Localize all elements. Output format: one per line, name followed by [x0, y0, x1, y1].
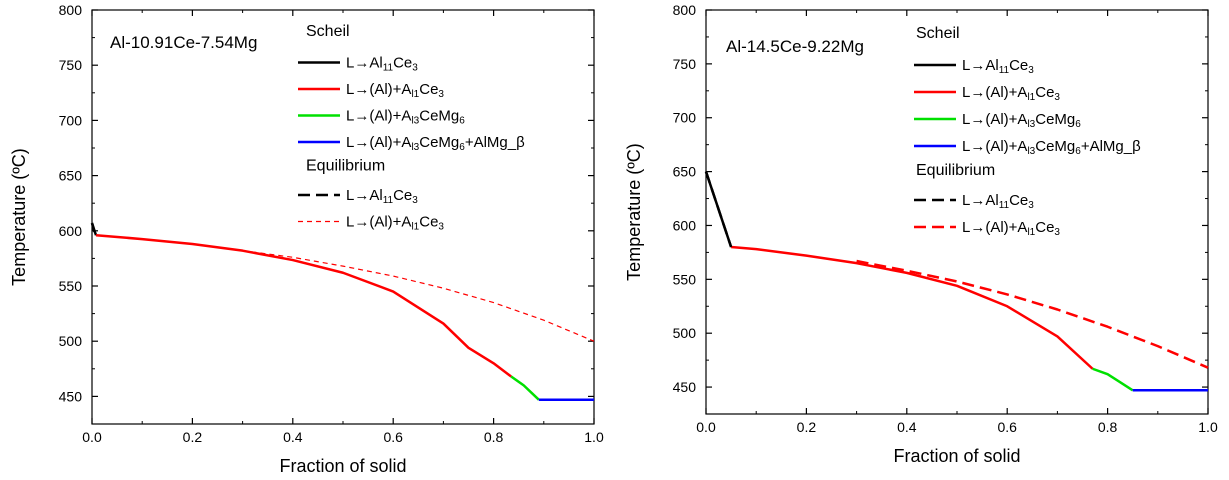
y-tick-label: 650: [59, 168, 83, 184]
x-tick-label: 0.0: [696, 419, 716, 435]
legend-label: L→(Al)+Al3CeMg6: [346, 108, 465, 127]
x-axis-title: Fraction of solid: [279, 456, 406, 476]
x-tick-label: 0.0: [82, 429, 102, 445]
y-tick-label: 550: [59, 278, 83, 294]
y-tick-label: 450: [673, 379, 697, 395]
series-line-equilibrium-5: [856, 259, 1209, 369]
x-tick-label: 0.8: [484, 429, 504, 445]
y-tick-label: 600: [673, 217, 697, 233]
y-tick-label: 650: [673, 164, 697, 180]
y-tick-label: 600: [59, 223, 83, 239]
legend-heading-scheil: Scheil: [306, 23, 350, 40]
legend-label: L→Al11Ce3: [346, 55, 418, 74]
left-chart-panel: 0.0 0.2 0.4 0.6 0.8 1.0 450 500 550 600 650 700 750 8…: [9, 2, 604, 476]
legend-heading-scheil: Scheil: [916, 25, 960, 42]
alloy-label: Al-10.91Ce-7.54Mg: [110, 33, 257, 52]
x-tick-label: 0.8: [1098, 419, 1118, 435]
y-tick-label: 750: [59, 57, 83, 73]
plot-frame: [705, 9, 1209, 415]
y-tick-label: 750: [673, 56, 697, 72]
x-tick-label: 0.2: [797, 419, 817, 435]
legend-heading-equilibrium: Equilibrium: [916, 162, 995, 179]
alloy-label: Al-14.5Ce-9.22Mg: [726, 37, 864, 56]
series-line-scheil-2: [510, 375, 540, 401]
legend-label: L→(Al)+Al1Ce3: [346, 214, 444, 233]
legend-label: L→Al11Ce3: [962, 192, 1034, 211]
y-axis-title: Temperature (ºC): [624, 143, 644, 281]
legend-label: L→(Al)+Al1Ce3: [962, 84, 1060, 103]
legend: ScheilL→Al11Ce3L→(Al)+Al1Ce3L→(Al)+Al3Ce…: [914, 25, 1141, 238]
plot-frame: [91, 9, 595, 425]
series-line-equilibrium-4: [704, 171, 733, 248]
x-tick-label: 1.0: [584, 429, 604, 445]
y-tick-label: 700: [59, 112, 83, 128]
legend: Scheil L→Al11Ce3 L→(Al)+Al1Ce3 L→(Al)+Al3Ce…: [298, 23, 525, 233]
legend-label: L→Al11Ce3: [962, 57, 1034, 76]
legend-label: L→(Al)+Al1Ce3: [962, 219, 1060, 238]
x-tick-label: 0.4: [283, 429, 303, 445]
y-tick-label: 800: [59, 2, 83, 18]
series-line-scheil-1: [730, 245, 1094, 370]
y-tick-label: 800: [673, 2, 697, 18]
x-tick-label: 1.0: [1198, 419, 1218, 435]
right-chart-panel: 0.0 0.2 0.4 0.6 0.8 1.0 450 500 550 600 650 700 750 8…: [624, 2, 1218, 466]
legend-label: L→(Al)+Al3CeMg6+AlMg_β: [346, 134, 525, 153]
x-tick-label: 0.6: [383, 429, 403, 445]
y-tick-label: 700: [673, 110, 697, 126]
x-axis-title: Fraction of solid: [893, 446, 1020, 466]
legend-label: L→(Al)+Al1Ce3: [346, 81, 444, 100]
legend-label: L→(Al)+Al3CeMg6: [962, 111, 1081, 130]
x-tick-label: 0.4: [897, 419, 917, 435]
y-axis-title: Temperature (ºC): [9, 148, 29, 286]
legend-label: L→Al11Ce3: [346, 187, 418, 206]
series-line-scheil-1: [95, 233, 512, 378]
x-tick-label: 0.6: [997, 419, 1017, 435]
y-tick-label: 500: [673, 325, 697, 341]
legend-heading-equilibrium: Equilibrium: [306, 158, 385, 175]
series-line-equilibrium-4: [90, 222, 96, 233]
y-tick-label: 550: [673, 271, 697, 287]
series-line-scheil-2: [1092, 367, 1134, 392]
x-tick-label: 0.2: [183, 429, 203, 445]
y-tick-label: 500: [59, 333, 83, 349]
y-tick-label: 450: [59, 388, 83, 404]
series-line-equilibrium-5: [242, 250, 595, 342]
legend-label: L→(Al)+Al3CeMg6+AlMg_β: [962, 138, 1141, 157]
